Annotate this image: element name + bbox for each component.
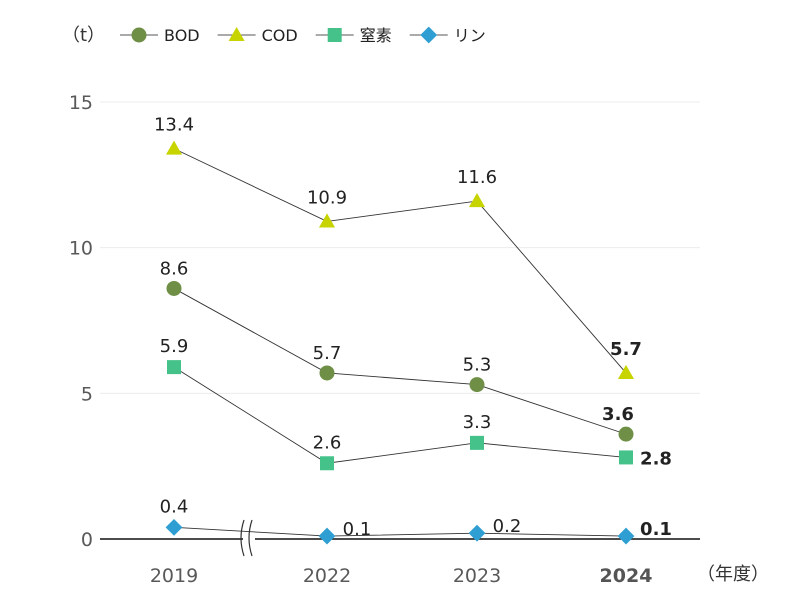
y-tick-label: 10 xyxy=(69,238,93,260)
data-label: 5.3 xyxy=(463,355,492,376)
data-label: 13.4 xyxy=(154,115,194,136)
series-line xyxy=(173,288,627,435)
data-label: 5.9 xyxy=(160,336,189,357)
legend-item: リン xyxy=(409,26,486,45)
series-circle: 8.6 5.7 5.3 3.6 xyxy=(160,258,634,442)
data-point xyxy=(468,524,486,542)
data-point xyxy=(167,360,181,375)
x-tick-label: 2019 xyxy=(150,565,198,587)
data-label: 2.6 xyxy=(313,432,342,453)
legend-item: COD xyxy=(217,26,298,45)
data-label: 0.1 xyxy=(343,519,372,540)
gridlines xyxy=(100,101,700,557)
data-label: 0.1 xyxy=(640,519,672,540)
x-axis: 2019 2022 2023 2024 xyxy=(150,565,653,587)
data-point xyxy=(618,426,634,442)
y-tick-label: 0 xyxy=(81,529,93,551)
data-point xyxy=(165,518,183,536)
data-label: 3.3 xyxy=(463,412,492,433)
data-label: 10.9 xyxy=(307,187,347,208)
y-tick-label: 5 xyxy=(81,383,93,405)
data-point xyxy=(617,364,635,379)
data-label: 5.7 xyxy=(610,339,642,360)
x-tick-label: 2024 xyxy=(600,565,653,587)
legend-item: BOD xyxy=(120,26,200,45)
legend-marker xyxy=(420,26,438,44)
series-line xyxy=(173,526,627,537)
data-point xyxy=(318,527,336,545)
data-point xyxy=(469,377,485,393)
legend-label: リン xyxy=(454,26,486,45)
series-square: 5.9 2.6 3.3 2.8 xyxy=(160,336,672,471)
legend-marker xyxy=(327,28,342,42)
axis-break-mark xyxy=(240,519,245,557)
data-point xyxy=(319,365,335,381)
series-triangle: 13.4 10.9 11.6 5.7 xyxy=(154,115,642,379)
data-label: 3.6 xyxy=(602,404,634,425)
data-point xyxy=(320,456,334,471)
legend-item: 窒素 xyxy=(315,26,392,45)
y-axis: 0 5 10 15 xyxy=(69,92,93,551)
data-label: 0.4 xyxy=(160,496,189,517)
data-point xyxy=(166,280,182,296)
data-point xyxy=(617,527,635,545)
y-unit-label: （t） xyxy=(62,25,105,46)
axis-break-mark xyxy=(248,519,253,557)
legend-label: COD xyxy=(262,26,298,45)
legend-label: BOD xyxy=(164,26,200,45)
data-label: 5.7 xyxy=(313,343,342,364)
data-point xyxy=(468,193,486,208)
data-label: 2.8 xyxy=(640,448,672,469)
data-point xyxy=(165,140,183,155)
legend-label: 窒素 xyxy=(360,26,392,45)
legend: BOD COD 窒素 リン xyxy=(120,26,486,45)
data-label: 8.6 xyxy=(160,258,189,279)
series-line xyxy=(173,366,627,464)
data-point xyxy=(619,450,633,465)
legend-marker xyxy=(228,26,245,42)
series-group: 8.6 5.7 5.3 3.6 13.4 10.9 11.6 5.7 5.9 2.6 3.3 2.8 0… xyxy=(154,115,672,545)
y-tick-label: 15 xyxy=(69,92,93,114)
x-tick-label: 2023 xyxy=(453,565,501,587)
data-point xyxy=(470,435,484,450)
legend-marker xyxy=(131,27,147,43)
data-label: 11.6 xyxy=(457,167,497,188)
data-point xyxy=(318,213,336,228)
data-label: 0.2 xyxy=(493,516,522,537)
series-line xyxy=(173,148,627,374)
x-tick-label: 2022 xyxy=(303,565,351,587)
x-unit-label: （年度） xyxy=(697,564,769,585)
series-diamond: 0.4 0.1 0.2 0.1 xyxy=(160,496,672,545)
